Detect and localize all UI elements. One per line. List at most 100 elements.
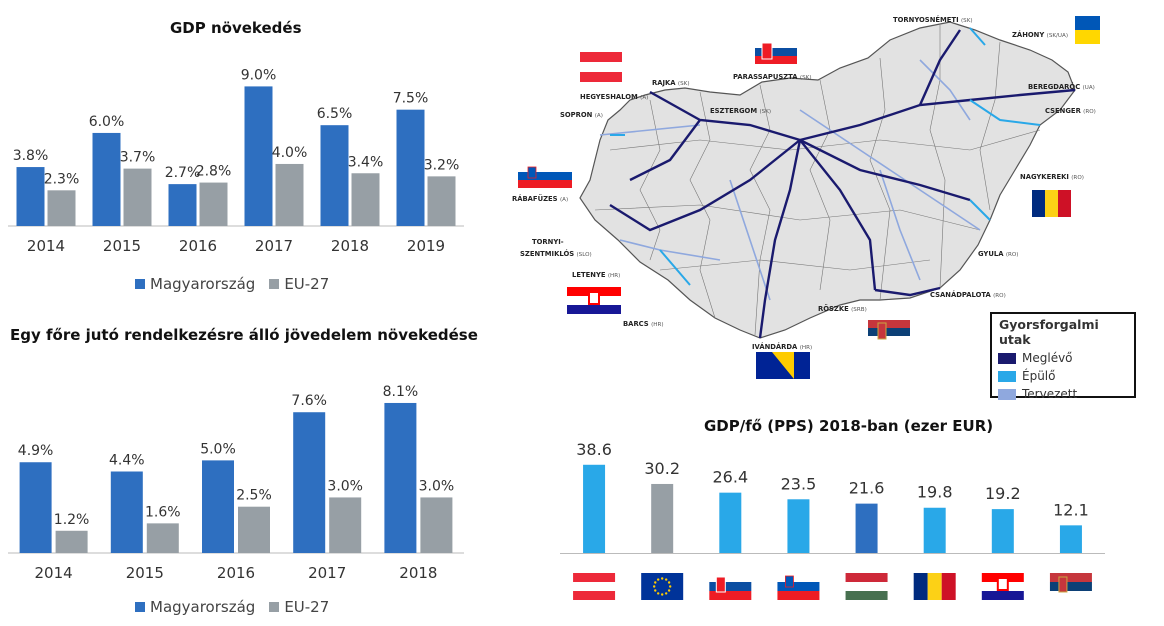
eu-star	[664, 578, 668, 581]
crossing-label: GYULA (RO)	[978, 250, 1018, 258]
slovenia-flag	[518, 164, 572, 188]
flag-stripe	[518, 164, 572, 172]
flag-stripe	[1049, 573, 1092, 582]
existing-road	[649, 90, 801, 142]
flag-stripe	[777, 582, 820, 591]
flag-emblem	[785, 575, 794, 588]
flag-stripe	[580, 62, 622, 72]
existing-road	[799, 138, 971, 202]
flag-stripe	[777, 573, 820, 582]
croatia-flag	[981, 573, 1024, 600]
gdp-per-capita-chart-panel: GDP/fő (PPS) 2018-ban (ezer EUR) 38.6 30.…	[550, 410, 1164, 626]
flag-stripe	[941, 573, 956, 600]
road-legend-item-planned: Tervezett	[992, 385, 1134, 403]
bar-eu-2018	[351, 173, 380, 226]
bar-eu-2017	[275, 163, 304, 226]
crossing-label: SOPRON (A)	[560, 111, 603, 119]
x-tick-2018: 2018	[331, 237, 369, 255]
road-legend-item-existing: Meglévő	[992, 349, 1134, 367]
label-hungary-2019: 7.5%	[393, 91, 429, 107]
flag-stripe	[709, 573, 752, 582]
legend-swatch-eu	[269, 279, 280, 289]
x-tick-2017: 2017	[308, 564, 346, 582]
gdp-growth-chart-panel: GDP növekedés 3.8% 2.3% 2014 6.0% 3.7% 2015 2.…	[0, 0, 470, 300]
income-growth-chart-panel: Egy főre jutó rendelkezésre álló jövedel…	[0, 320, 478, 626]
crossing-label: ESZTERGOM (SK)	[710, 107, 771, 115]
legend-label-eu: EU-27	[284, 275, 330, 293]
planned-road	[919, 59, 971, 121]
slovenia-flag	[777, 573, 820, 600]
label-hungary-2015: 6.0%	[89, 114, 125, 130]
flag-stripe	[845, 582, 888, 591]
flag-stripe	[1032, 190, 1045, 217]
existing-road	[918, 29, 961, 106]
road-legend-item-building: Épülő	[992, 367, 1134, 385]
existing-road	[629, 119, 701, 182]
austria-flag	[580, 52, 622, 82]
flag-stripe	[1075, 30, 1100, 44]
x-tick-2015: 2015	[126, 564, 164, 582]
flag-stripe	[573, 573, 616, 582]
flag-stripe	[868, 336, 910, 344]
serbia-flag	[868, 320, 910, 344]
flag-emblem	[877, 322, 887, 340]
hungary-motorway-map: TORNYOSNÉMETI (SK) ZÁHONY (SK/UA) BEREGDAR…	[512, 15, 1100, 379]
flag-stripe	[845, 573, 888, 582]
bar-serbia-flag	[1059, 525, 1082, 553]
value-label-slovakia-flag: 26.4	[713, 468, 749, 487]
label-hungary-2016: 2.7%	[165, 165, 201, 181]
bar-eu-2016	[238, 506, 270, 553]
crossing-label: PARASSAPUSZTA (SK)	[733, 73, 812, 81]
county-borders	[594, 25, 1041, 336]
flag-stripe	[777, 591, 820, 600]
legend-label-hungary: Magyarország	[150, 598, 256, 616]
label-hungary-2017: 7.6%	[291, 393, 327, 409]
planned-road	[729, 179, 771, 301]
flag-stripe	[709, 591, 752, 600]
gdp-growth-legend: Magyarország EU-27	[135, 275, 329, 293]
bar-eu-2014	[47, 190, 76, 226]
romania-flag	[913, 573, 956, 600]
existing-road	[874, 286, 941, 297]
county-border	[869, 57, 891, 301]
flag-stripe	[755, 56, 797, 64]
bar-austria-flag	[583, 464, 606, 553]
crossing-label: TORNYI-	[532, 238, 564, 246]
hungary-country-shape	[579, 21, 1076, 339]
gdp-growth-title: GDP növekedés	[170, 19, 302, 37]
label-eu-2015: 1.6%	[145, 504, 181, 520]
bar-eu-2019	[427, 176, 456, 226]
building-road	[969, 99, 1041, 126]
label-hungary-2017: 9.0%	[241, 67, 277, 83]
flag-stripe	[913, 573, 928, 600]
romania-flag	[1032, 190, 1071, 217]
eu-star	[668, 585, 672, 588]
county-border	[979, 41, 1001, 211]
flag-stripe	[709, 582, 752, 591]
flag-field	[641, 573, 684, 600]
legend-swatch-building	[998, 370, 1016, 382]
gdp-per-capita-chart: 38.6 30.2 26.4 23.5 21.6 19.8 19.2 12.1	[560, 440, 1105, 600]
crossing-label: CSANÁDPALOTA (RO)	[930, 290, 1006, 299]
label-eu-2018: 3.4%	[348, 154, 384, 170]
flag-emblem	[1058, 576, 1068, 593]
label-eu-2014: 1.2%	[54, 512, 90, 528]
flag-stripe	[1049, 591, 1092, 600]
value-label-romania-flag: 19.8	[917, 483, 953, 502]
slovakia-flag	[755, 40, 797, 64]
bar-eu-2015	[123, 168, 152, 226]
label-eu-2018: 3.0%	[419, 478, 455, 494]
bosnia-flag	[756, 352, 810, 379]
flag-stripe	[580, 52, 622, 62]
flag-stripe	[1045, 190, 1058, 217]
flag-stripe	[868, 328, 910, 336]
county-border	[639, 99, 661, 261]
hungary-flag	[845, 573, 888, 600]
county-border	[749, 84, 771, 336]
bar-eu-2018	[420, 497, 453, 553]
legend-swatch-hungary	[135, 602, 145, 612]
x-tick-2019: 2019	[407, 237, 445, 255]
flag-stripe	[573, 591, 616, 600]
crossing-label: NAGYKEREKI (RO)	[1020, 173, 1084, 181]
crossing-label: RÖSZKE (SRB)	[818, 304, 867, 313]
